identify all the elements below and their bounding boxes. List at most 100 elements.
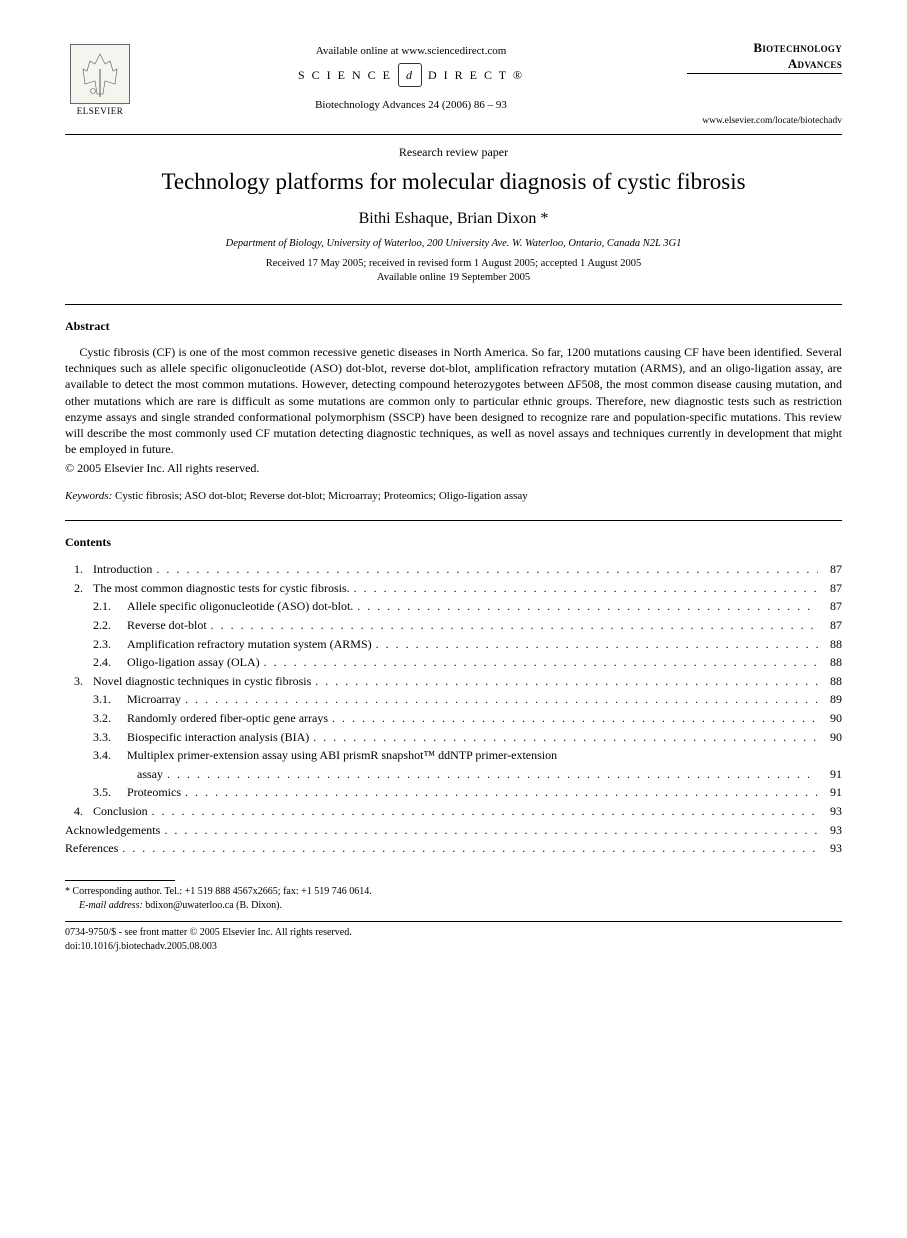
toc-leader-dots [148,802,818,821]
footnote-block: * Corresponding author. Tel.: +1 519 888… [65,885,842,913]
toc-row: 2.2.Reverse dot-blot 87 [65,616,842,635]
dates-line1: Received 17 May 2005; received in revise… [266,258,642,269]
sciencedirect-brand: S C I E N C E d D I R E C T ® [135,63,687,87]
bottom-rule [65,921,842,922]
keywords-label: Keywords: [65,490,112,502]
toc-number: 1. [65,560,93,579]
toc-label: The most common diagnostic tests for cys… [93,579,350,598]
toc-label: Oligo-ligation assay (OLA) [127,653,260,672]
toc-label: Proteomics [127,783,181,802]
sciencedirect-logo-icon: d [398,63,422,87]
toc-page: 93 [818,802,842,821]
toc-label: Acknowledgements [65,821,160,840]
doi-line: doi:10.1016/j.biotechadv.2005.08.003 [65,940,842,954]
keywords: Keywords: Cystic fibrosis; ASO dot-blot;… [65,490,842,502]
toc-leader-dots [181,690,818,709]
table-of-contents: 1.Introduction872.The most common diagno… [65,560,842,858]
toc-number: 3. [65,672,93,691]
toc-row: 3.1.Microarray 89 [65,690,842,709]
toc-leader-dots [118,839,818,858]
toc-row: 3.4.Multiplex primer-extension assay usi… [65,746,842,765]
elsevier-tree-icon [70,44,130,104]
toc-leader-dots [260,653,818,672]
paper-title: Technology platforms for molecular diagn… [65,168,842,196]
header-rule [65,134,842,135]
toc-number: 4. [65,802,93,821]
corresponding-author: * Corresponding author. Tel.: +1 519 888… [65,885,842,899]
abstract-heading: Abstract [65,319,842,334]
journal-box: Biotechnology Advances www.elsevier.com/… [687,40,842,126]
keywords-value: Cystic fibrosis; ASO dot-blot; Reverse d… [112,490,528,502]
toc-row: 2.1.Allele specific oligonucleotide (ASO… [65,597,842,616]
toc-leader-dots [350,579,818,598]
toc-number: 3.4. [93,746,127,765]
toc-row: 2.The most common diagnostic tests for c… [65,579,842,598]
header-row: ELSEVIER Available online at www.science… [65,40,842,126]
toc-leader-dots [328,709,818,728]
paper-type: Research review paper [65,145,842,160]
sd-text-right: D I R E C T ® [428,68,524,83]
toc-number: 3.3. [93,728,127,747]
toc-leader-dots [372,635,818,654]
toc-page: 87 [818,597,842,616]
dates-line2: Available online 19 September 2005 [377,272,530,283]
toc-label: Biospecific interaction analysis (BIA) [127,728,309,747]
bottom-meta: 0734-9750/$ - see front matter © 2005 El… [65,926,842,954]
toc-leader-dots [309,728,818,747]
journal-name: Biotechnology Advances [687,40,842,74]
toc-page: 93 [818,839,842,858]
toc-number: 2.2. [93,616,127,635]
toc-row: 2.3.Amplification refractory mutation sy… [65,635,842,654]
toc-leader-dots [311,672,818,691]
toc-page: 93 [818,821,842,840]
toc-page: 87 [818,616,842,635]
toc-row: 1.Introduction87 [65,560,842,579]
toc-page: 87 [818,579,842,598]
toc-row: 3.5.Proteomics 91 [65,783,842,802]
journal-reference: Biotechnology Advances 24 (2006) 86 – 93 [135,99,687,111]
email-line: E-mail address: bdixon@uwaterloo.ca (B. … [65,899,842,913]
toc-leader-dots [163,765,818,784]
toc-leader-dots [152,560,818,579]
toc-page: 87 [818,560,842,579]
toc-number: 3.2. [93,709,127,728]
toc-page: 88 [818,635,842,654]
article-dates: Received 17 May 2005; received in revise… [65,257,842,286]
toc-page: 88 [818,653,842,672]
toc-page: 91 [818,783,842,802]
authors: Bithi Eshaque, Brian Dixon * [65,210,842,228]
toc-page: 88 [818,672,842,691]
toc-leader-dots [353,597,818,616]
center-header: Available online at www.sciencedirect.co… [135,40,687,111]
abstract-body: Cystic fibrosis (CF) is one of the most … [65,344,842,457]
toc-label: Reverse dot-blot [127,616,207,635]
toc-label: References [65,839,118,858]
keywords-bottom-rule [65,520,842,521]
toc-label: Novel diagnostic techniques in cystic fi… [93,672,311,691]
toc-page: 90 [818,728,842,747]
elsevier-label: ELSEVIER [77,106,124,116]
available-online-text: Available online at www.sciencedirect.co… [135,45,687,57]
journal-name-line2: Advances [788,56,842,71]
toc-label: Allele specific oligonucleotide (ASO) do… [127,597,353,616]
toc-page: 90 [818,709,842,728]
journal-name-line1: Biotechnology [753,40,842,55]
toc-number: 2.1. [93,597,127,616]
email-value: bdixon@uwaterloo.ca (B. Dixon). [143,900,282,911]
toc-label: Conclusion [93,802,148,821]
toc-label: Microarray [127,690,181,709]
toc-number: 3.1. [93,690,127,709]
toc-row: 3.2.Randomly ordered fiber-optic gene ar… [65,709,842,728]
toc-page: 89 [818,690,842,709]
toc-label: Amplification refractory mutation system… [127,635,372,654]
toc-row: 2.4.Oligo-ligation assay (OLA)88 [65,653,842,672]
journal-url: www.elsevier.com/locate/biotechadv [687,116,842,126]
sd-text-left: S C I E N C E [298,68,392,83]
toc-number: 2. [65,579,93,598]
toc-number: 3.5. [93,783,127,802]
toc-label: Randomly ordered fiber-optic gene arrays [127,709,328,728]
toc-row: 3.Novel diagnostic techniques in cystic … [65,672,842,691]
toc-row: Acknowledgements 93 [65,821,842,840]
toc-leader-dots [160,821,818,840]
toc-leader-dots [207,616,818,635]
